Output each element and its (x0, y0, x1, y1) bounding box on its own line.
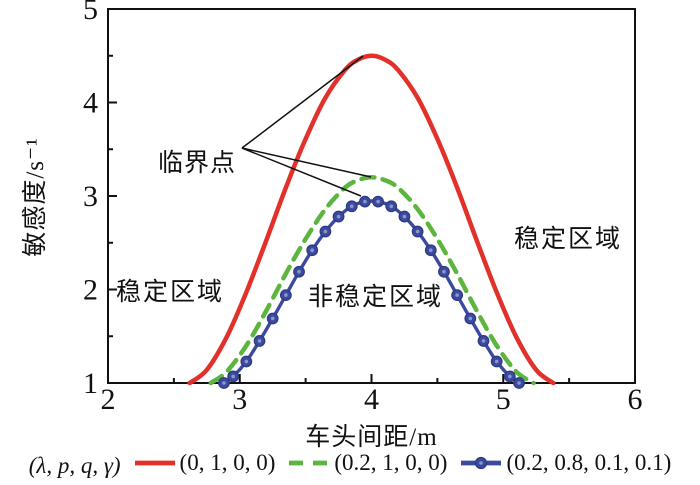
x-tick-label: 3 (232, 383, 247, 416)
series-marker-dot (336, 214, 341, 219)
y-tick-label: 1 (83, 367, 98, 400)
plot-frame (107, 8, 636, 384)
series-marker-dot (244, 359, 249, 364)
series-marker-dot (284, 293, 288, 297)
series-marker-dot (376, 199, 380, 204)
series-marker-dot (481, 339, 486, 343)
annotation-line (241, 147, 372, 178)
legend-item-1: (0.2, 1, 0, 0) (286, 450, 447, 476)
series-marker-dot (508, 374, 512, 379)
region-label-stable-right: 稳定区域 (514, 226, 623, 253)
region-label-unstable: 非稳定区域 (308, 284, 444, 311)
annotation-line (241, 55, 364, 149)
y-axis-title: 敏感度/s⁻¹ (22, 137, 49, 257)
y-tick-label: 5 (83, 0, 98, 26)
y-tick-label: 2 (83, 274, 98, 307)
x-tick-label: 4 (364, 383, 379, 416)
series-marker-dot (468, 316, 473, 321)
legend-label-0: (0, 1, 0, 0) (179, 450, 276, 475)
series-marker-dot (442, 269, 446, 274)
legend-sample-solid (134, 460, 175, 466)
series-marker-dot (349, 204, 354, 209)
legend: (λ, p, q, γ) (0, 1, 0, 0) (0.2, 1, 0, 0)(… (0, 450, 700, 482)
series-marker-dot (257, 339, 262, 343)
y-tick-label: 3 (83, 180, 98, 213)
region-label-stable-left: 稳定区域 (116, 279, 225, 306)
series-curve-0 (187, 53, 556, 386)
legend-sample-dashed (289, 460, 328, 466)
series-marker-dot (363, 199, 367, 204)
series-marker-dot (455, 293, 459, 297)
x-tick-label: 6 (628, 383, 643, 416)
series-marker-dot (222, 381, 226, 385)
series-marker-dot (270, 316, 275, 321)
series-marker-dot (310, 248, 315, 253)
series-curve-1 (208, 175, 536, 386)
annotation-line (241, 147, 362, 197)
legend-sample-solid-marker (461, 456, 502, 470)
series-marker-dot (494, 359, 499, 364)
series-marker-dot (389, 204, 394, 209)
legend-label-1: (0.2, 1, 0, 0) (334, 450, 448, 475)
series-marker-dot (428, 248, 433, 253)
series-marker-dot (297, 269, 301, 274)
series-marker-dot (323, 229, 328, 234)
critical-point-label: 临界点 (158, 150, 237, 177)
legend-label-2: (0.2, 0.8, 0.1, 0.1) (506, 450, 672, 475)
x-tick-label: 5 (496, 383, 511, 416)
series-marker-dot (402, 214, 407, 219)
series-marker-dot (231, 374, 235, 379)
series-marker-dot (415, 229, 420, 234)
x-axis-title: 车头间距/m (305, 424, 438, 451)
legend-item-2: (0.2, 0.8, 0.1, 0.1) (458, 450, 671, 476)
series-marker-dot (517, 381, 521, 385)
legend-items: (0, 1, 0, 0) (0.2, 1, 0, 0) (0.2, 0.8, 0.1… (121, 450, 671, 482)
legend-prefix: (λ, p, q, γ) (28, 453, 121, 478)
x-tick-label: 2 (101, 383, 116, 416)
legend-item-0: (0, 1, 0, 0) (132, 450, 276, 476)
y-tick-label: 4 (83, 87, 98, 120)
